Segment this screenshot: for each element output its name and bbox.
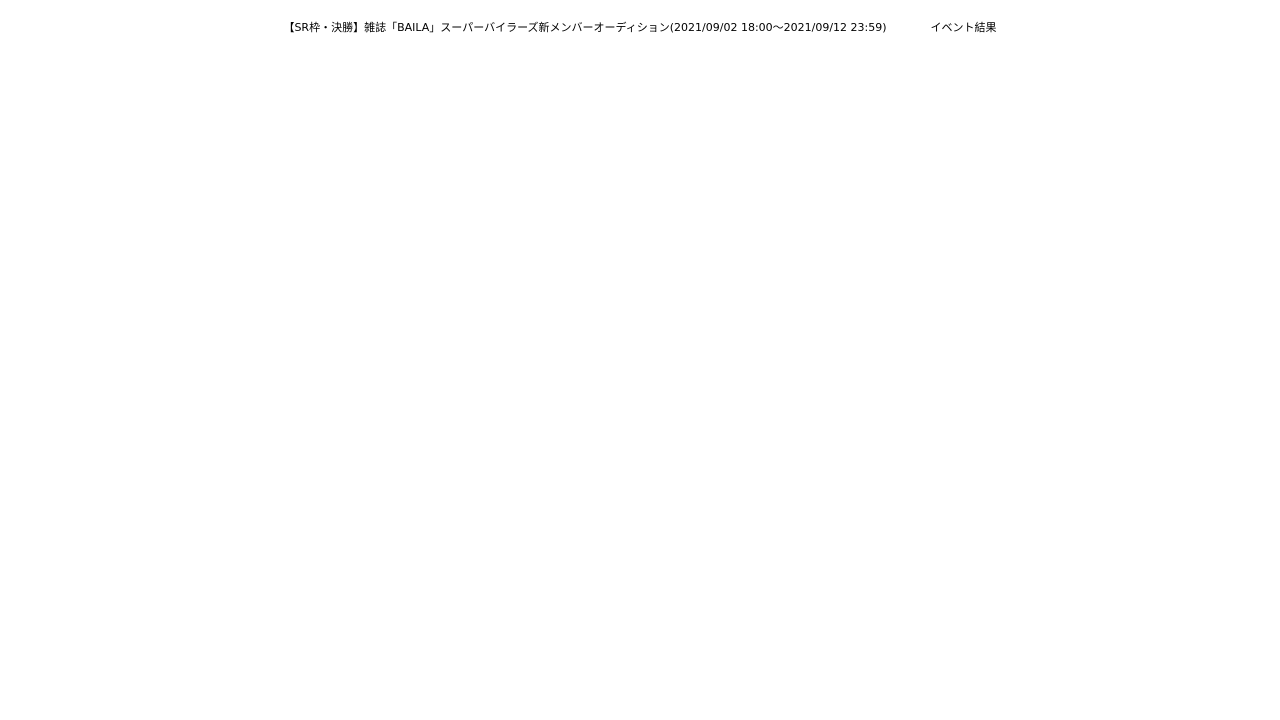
chart-title: 【SR枠・決勝】雑誌「BAILA」スーパーバイラーズ新メンバーオーディション(2… <box>283 21 997 34</box>
